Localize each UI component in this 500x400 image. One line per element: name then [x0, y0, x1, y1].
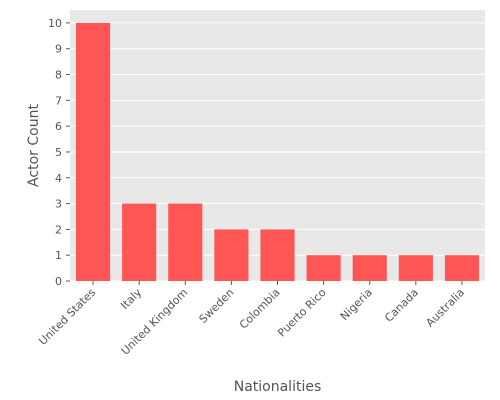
y-tick-label: 6: [55, 120, 62, 133]
bar-colombia: [260, 229, 295, 281]
x-tick-label: Colombia: [237, 286, 283, 332]
y-tick-label: 0: [55, 275, 62, 288]
bar-nigeria: [352, 255, 387, 281]
y-tick-label: 8: [55, 69, 62, 82]
y-tick-label: 9: [55, 43, 62, 56]
bar-united-kingdom: [168, 203, 203, 281]
x-tick-label: Canada: [382, 286, 421, 325]
y-tick-label: 3: [55, 198, 62, 211]
x-tick-label: Sweden: [197, 286, 237, 326]
y-tick-label: 2: [55, 223, 62, 236]
x-tick-label: Australia: [423, 286, 467, 330]
y-axis-title: Actor Count: [26, 104, 42, 187]
bar-puerto-rico: [306, 255, 341, 281]
x-tick-label: Puerto Rico: [275, 286, 329, 340]
y-axis-ticks: 0 1 2 3 4 5 6 7 8 9 10: [48, 17, 70, 288]
bar-united-states: [75, 22, 111, 282]
bar-canada: [398, 255, 433, 281]
x-tick-label: Italy: [118, 286, 144, 312]
y-tick-label: 5: [55, 146, 62, 159]
bar-australia: [444, 255, 480, 281]
bar-sweden: [214, 229, 249, 281]
y-tick-label: 7: [55, 94, 62, 107]
x-axis-title: Nationalities: [234, 379, 322, 395]
y-tick-label: 10: [48, 17, 62, 30]
x-tick-label: United States: [36, 286, 98, 348]
y-tick-label: 1: [55, 249, 62, 262]
y-tick-label: 4: [55, 172, 62, 185]
x-tick-label: Nigeria: [338, 286, 375, 323]
bar-italy: [122, 203, 157, 281]
bars: [75, 22, 480, 282]
